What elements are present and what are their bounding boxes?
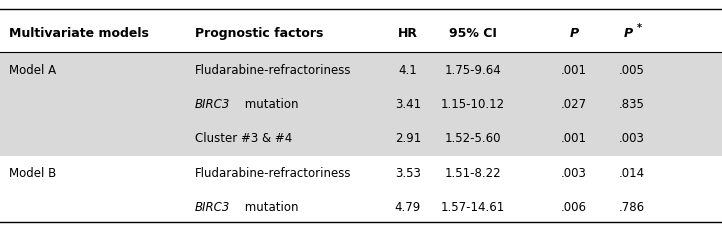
Text: BIRC3: BIRC3 bbox=[195, 98, 230, 111]
Text: HR: HR bbox=[398, 27, 418, 40]
Text: mutation: mutation bbox=[240, 98, 298, 111]
Text: Model B: Model B bbox=[9, 167, 56, 179]
Text: P: P bbox=[624, 27, 632, 40]
Text: 4.79: 4.79 bbox=[395, 201, 421, 214]
Text: .001: .001 bbox=[561, 132, 587, 145]
Bar bbox=[0, 52, 722, 156]
Text: .006: .006 bbox=[561, 201, 587, 214]
Text: Cluster #3 & #4: Cluster #3 & #4 bbox=[195, 132, 292, 145]
Text: Fludarabine-refractoriness: Fludarabine-refractoriness bbox=[195, 64, 352, 77]
Text: .001: .001 bbox=[561, 64, 587, 77]
Text: .027: .027 bbox=[561, 98, 587, 111]
Text: .835: .835 bbox=[619, 98, 645, 111]
Text: *: * bbox=[637, 23, 641, 33]
Text: Multivariate models: Multivariate models bbox=[9, 27, 149, 40]
Text: 1.15-10.12: 1.15-10.12 bbox=[441, 98, 505, 111]
Text: mutation: mutation bbox=[240, 201, 298, 214]
Text: Prognostic factors: Prognostic factors bbox=[195, 27, 323, 40]
Text: Fludarabine-refractoriness: Fludarabine-refractoriness bbox=[195, 167, 352, 179]
Text: 4.1: 4.1 bbox=[399, 64, 417, 77]
Text: Model A: Model A bbox=[9, 64, 56, 77]
Text: 1.75-9.64: 1.75-9.64 bbox=[445, 64, 501, 77]
Text: 2.91: 2.91 bbox=[395, 132, 421, 145]
Text: .003: .003 bbox=[561, 167, 587, 179]
Text: 1.52-5.60: 1.52-5.60 bbox=[445, 132, 501, 145]
Bar bbox=[0, 156, 722, 222]
Text: P: P bbox=[570, 27, 578, 40]
Text: 1.57-14.61: 1.57-14.61 bbox=[441, 201, 505, 214]
Text: 1.51-8.22: 1.51-8.22 bbox=[445, 167, 501, 179]
Text: BIRC3: BIRC3 bbox=[195, 201, 230, 214]
Text: 95% CI: 95% CI bbox=[449, 27, 497, 40]
Text: 3.41: 3.41 bbox=[395, 98, 421, 111]
Text: 3.53: 3.53 bbox=[395, 167, 421, 179]
Text: .005: .005 bbox=[619, 64, 645, 77]
Text: .014: .014 bbox=[619, 167, 645, 179]
Text: .786: .786 bbox=[619, 201, 645, 214]
Text: .003: .003 bbox=[619, 132, 645, 145]
